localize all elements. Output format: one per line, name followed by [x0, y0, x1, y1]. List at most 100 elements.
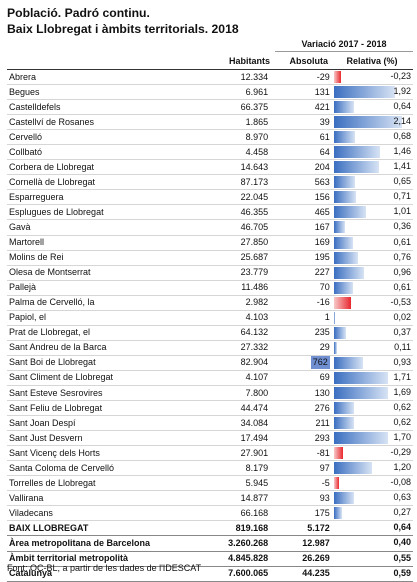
relative-bar-track [333, 371, 404, 384]
absolute-variation-value: 421 [270, 99, 332, 116]
relative-variation-cell: 0,64 [331, 520, 413, 537]
habitants-value: 4.103 [208, 310, 271, 326]
relative-variation-bar [333, 116, 402, 129]
relative-variation-cell: 0,55 [331, 551, 413, 567]
absolute-variation-value: 97 [270, 460, 332, 477]
relative-variation-bar [333, 417, 354, 430]
relative-variation-value: 0,59 [393, 567, 411, 578]
relative-variation-cell: 0,11 [331, 340, 413, 356]
relative-variation-value: 0,37 [393, 326, 411, 337]
relative-variation-cell: 1,46 [331, 144, 413, 161]
relative-variation-bar [333, 432, 388, 445]
table-row: Corbera de Llobregat 14.643 204 1,41 [7, 159, 413, 176]
relative-bar-track [333, 191, 404, 204]
habitants-value: 5.945 [208, 475, 271, 492]
relative-variation-cell: 1,71 [331, 370, 413, 386]
relative-variation-bar [333, 507, 343, 520]
habitants-value: 14.877 [208, 490, 271, 507]
municipality-name: Castellví de Rosanes [7, 114, 209, 131]
relative-variation-bar [333, 356, 364, 369]
absolute-variation-value: 1 [270, 310, 332, 326]
relative-variation-cell: 0,65 [331, 174, 413, 191]
absolute-variation-value: 169 [270, 235, 332, 251]
table-row: Sant Andreu de la Barca 27.332 29 0,11 [7, 340, 413, 356]
relative-variation-bar [333, 191, 357, 204]
table-row: Sant Just Desvern 17.494 293 1,70 [7, 430, 413, 447]
relative-bar-track [333, 236, 404, 249]
relative-variation-bar [333, 221, 346, 234]
habitants-value: 4.845.828 [208, 551, 271, 567]
municipality-name: Begues [7, 84, 209, 101]
habitants-value: 46.355 [208, 204, 271, 221]
table-row: Esplugues de Llobregat 46.355 465 1,01 [7, 204, 413, 221]
relative-variation-cell: 0,62 [331, 400, 413, 417]
absolute-variation-value: 5.172 [270, 520, 332, 537]
municipality-name: Sant Feliu de Llobregat [7, 400, 209, 417]
relative-variation-value: 1,46 [393, 146, 411, 157]
table-row: Vallirana 14.877 93 0,63 [7, 490, 413, 507]
absolute-variation-value: -5 [270, 475, 332, 492]
table-row: Sant Feliu de Llobregat 44.474 276 0,62 [7, 400, 413, 417]
table-row: Cervelló 8.970 61 0,68 [7, 129, 413, 146]
relative-bar-track [333, 101, 404, 114]
relative-variation-value: 0,76 [393, 251, 411, 262]
relative-variation-value: 0,27 [393, 507, 411, 518]
municipality-name: Viladecans [7, 505, 209, 522]
relative-variation-bar [333, 462, 372, 475]
municipality-name: Gavà [7, 219, 209, 236]
municipality-name: Abrera [7, 70, 209, 86]
habitants-value: 46.705 [208, 219, 271, 236]
municipality-name: Olesa de Montserrat [7, 265, 209, 281]
habitants-value: 34.084 [208, 415, 271, 432]
absolute-variation-value: 64 [270, 144, 332, 161]
absolute-variation-value: 235 [270, 325, 332, 341]
relative-variation-value: 0,11 [394, 341, 411, 352]
relative-variation-value: 1,69 [393, 386, 411, 397]
relative-variation-bar [333, 296, 351, 309]
relative-variation-value: 0,55 [393, 552, 411, 563]
municipality-name: BAIX LLOBREGAT [7, 520, 209, 537]
table-row: Olesa de Montserrat 23.779 227 0,96 [7, 265, 413, 281]
relative-variation-bar [333, 131, 356, 144]
absolute-variation-value: 70 [270, 280, 332, 296]
municipality-name: Sant Esteve Sesrovires [7, 385, 209, 402]
municipality-name: Sant Just Desvern [7, 430, 209, 447]
relative-variation-value: 1,01 [393, 206, 411, 217]
table-row: Sant Boi de Llobregat 82.904 762 0,93 [7, 355, 413, 371]
relative-variation-bar [333, 206, 366, 219]
municipality-name: Pallejà [7, 280, 209, 296]
population-table: Abrera 12.334 -29 -0,23 Begues 6.961 131 1,92 Ca… [7, 70, 413, 582]
relative-variation-bar [333, 251, 358, 264]
relative-bar-track [333, 86, 404, 99]
habitants-value: 82.904 [208, 355, 271, 371]
absolute-variation-value: 276 [270, 400, 332, 417]
relative-variation-bar [333, 236, 354, 249]
habitants-value: 27.901 [208, 445, 271, 462]
relative-variation-cell: 0,76 [331, 250, 413, 266]
habitants-value: 819.168 [208, 520, 271, 537]
absolute-variation-highlight: 762 [310, 356, 330, 370]
absolute-variation-value: 204 [270, 159, 332, 176]
relative-variation-cell: 0,63 [331, 490, 413, 507]
absolute-variation-value: -16 [270, 295, 332, 311]
relative-variation-cell: 1,69 [331, 385, 413, 402]
relative-variation-cell: -0,08 [331, 475, 413, 492]
relative-bar-track [333, 251, 404, 264]
municipality-name: Collbató [7, 144, 209, 161]
table-row: Cornellà de Llobregat 87.173 563 0,65 [7, 174, 413, 191]
relative-variation-value: -0,53 [390, 296, 411, 307]
table-row: Pallejà 11.486 70 0,61 [7, 280, 413, 296]
absolute-variation-value: 131 [270, 84, 332, 101]
relative-variation-value: 0,61 [393, 281, 411, 292]
absolute-variation-value: 26.269 [270, 551, 332, 567]
relative-variation-value: 0,40 [393, 537, 411, 548]
habitants-value: 7.800 [208, 385, 271, 402]
relative-variation-value: 0,02 [393, 311, 411, 322]
table-row: Santa Coloma de Cervelló 8.179 97 1,20 [7, 460, 413, 477]
relative-bar-track [333, 161, 404, 174]
relative-variation-cell: 0,27 [331, 505, 413, 522]
relative-bar-track [333, 176, 404, 189]
relative-variation-cell: 0,93 [331, 355, 413, 371]
relative-variation-value: 0,93 [393, 356, 411, 367]
relative-bar-track [333, 492, 404, 505]
